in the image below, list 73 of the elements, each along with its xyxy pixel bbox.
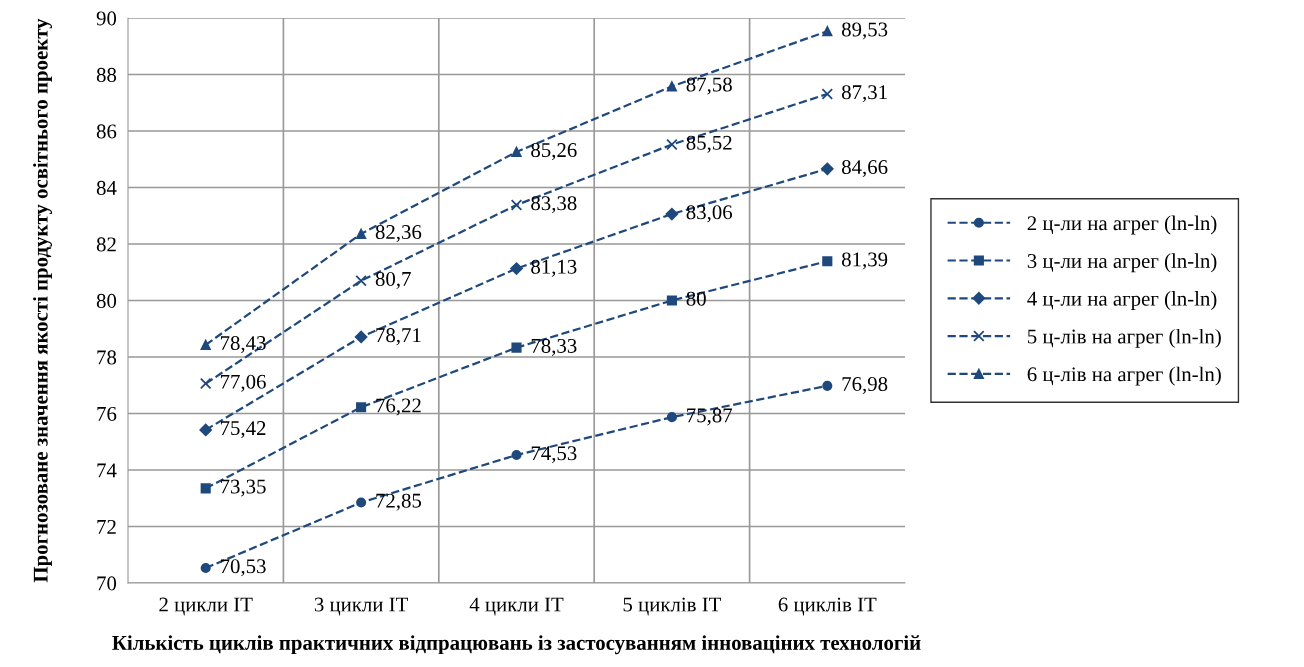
point bbox=[356, 497, 367, 508]
data-label: 85,52 bbox=[686, 135, 732, 153]
data-label: 74,53 bbox=[531, 446, 577, 464]
data-label: 73,35 bbox=[220, 479, 266, 497]
data-label: 82,36 bbox=[375, 224, 422, 243]
y-axis-title: Прогнозоване значення якості продукту освітнього проекту bbox=[33, 18, 53, 583]
legend-label: 4 ц-ли на агрег (ln-ln) bbox=[1027, 291, 1217, 311]
point bbox=[822, 256, 833, 267]
data-label: 78,43 bbox=[220, 336, 266, 354]
legend-label: 6 ц-лів на агрег (ln-ln) bbox=[1027, 366, 1221, 386]
x-tick-label: 2 цикли ІТ bbox=[159, 597, 253, 616]
y-tick-label: 90 bbox=[96, 11, 117, 26]
point bbox=[511, 342, 522, 353]
data-label: 77,06 bbox=[220, 374, 266, 392]
point bbox=[822, 380, 833, 391]
y-tick-label: 72 bbox=[97, 519, 116, 534]
legend-label: 2 ц-ли на агрег (ln-ln) bbox=[1027, 215, 1217, 235]
data-label: 78,33 bbox=[531, 338, 577, 356]
data-label: 70,53 bbox=[220, 559, 266, 577]
point bbox=[356, 228, 367, 239]
point bbox=[354, 330, 368, 344]
y-tick-label: 76 bbox=[97, 406, 117, 421]
y-tick-label: 80 bbox=[96, 293, 117, 308]
data-label: 75,42 bbox=[220, 421, 266, 439]
point bbox=[666, 295, 677, 306]
data-label: 85,26 bbox=[531, 143, 577, 161]
point bbox=[820, 162, 834, 176]
y-tick-label: 82 bbox=[96, 237, 116, 252]
point bbox=[200, 483, 211, 494]
y-tick-label: 88 bbox=[96, 67, 117, 82]
point bbox=[199, 377, 212, 390]
data-label: 81,39 bbox=[841, 252, 888, 270]
x-tick-label: 6 циклів ІТ bbox=[778, 597, 877, 616]
data-label: 87,31 bbox=[841, 85, 887, 103]
legend-label: 5 ц-лів на агрег (ln-ln) bbox=[1028, 328, 1221, 348]
y-tick-label: 86 bbox=[96, 124, 117, 139]
data-label: 80 bbox=[686, 291, 706, 306]
point bbox=[511, 449, 522, 461]
point bbox=[200, 562, 211, 574]
x-tick-label: 3 цикли ІТ bbox=[314, 597, 408, 616]
x-tick-label: 5 циклів ІТ bbox=[623, 597, 722, 616]
data-label: 83,06 bbox=[686, 205, 733, 223]
point bbox=[666, 412, 677, 423]
point bbox=[200, 339, 211, 350]
point bbox=[356, 402, 367, 413]
data-label: 76,98 bbox=[842, 376, 888, 395]
x-axis-title: Кількість циклів практичних відпрацювань із застосуванням інноваціних технологій bbox=[112, 635, 921, 655]
data-label: 76,22 bbox=[376, 398, 421, 416]
x-tick-label: 4 цикли ІТ bbox=[469, 597, 564, 616]
point bbox=[822, 26, 833, 37]
data-label: 81,13 bbox=[531, 259, 577, 277]
point bbox=[666, 81, 677, 92]
point bbox=[665, 207, 679, 221]
y-tick-label: 74 bbox=[97, 463, 117, 478]
data-label: 89,53 bbox=[841, 22, 888, 40]
data-label: 87,58 bbox=[686, 77, 732, 95]
y-tick-label: 70 bbox=[97, 576, 117, 591]
y-tick-label: 84 bbox=[96, 180, 117, 195]
point bbox=[666, 138, 678, 151]
point bbox=[199, 423, 213, 437]
point bbox=[511, 146, 522, 157]
point bbox=[510, 199, 523, 211]
data-label: 84,66 bbox=[841, 160, 888, 178]
data-label: 78,71 bbox=[376, 328, 421, 346]
data-label: 75,87 bbox=[687, 408, 733, 426]
data-label: 83,38 bbox=[531, 196, 577, 214]
point bbox=[821, 88, 834, 100]
data-label: 72,85 bbox=[376, 493, 422, 511]
legend-label: 3 ц-ли на агрег (ln-ln) bbox=[1027, 253, 1217, 273]
data-label: 80,7 bbox=[375, 271, 411, 289]
point bbox=[510, 262, 523, 275]
point bbox=[355, 274, 367, 287]
y-tick-label: 78 bbox=[97, 350, 117, 365]
